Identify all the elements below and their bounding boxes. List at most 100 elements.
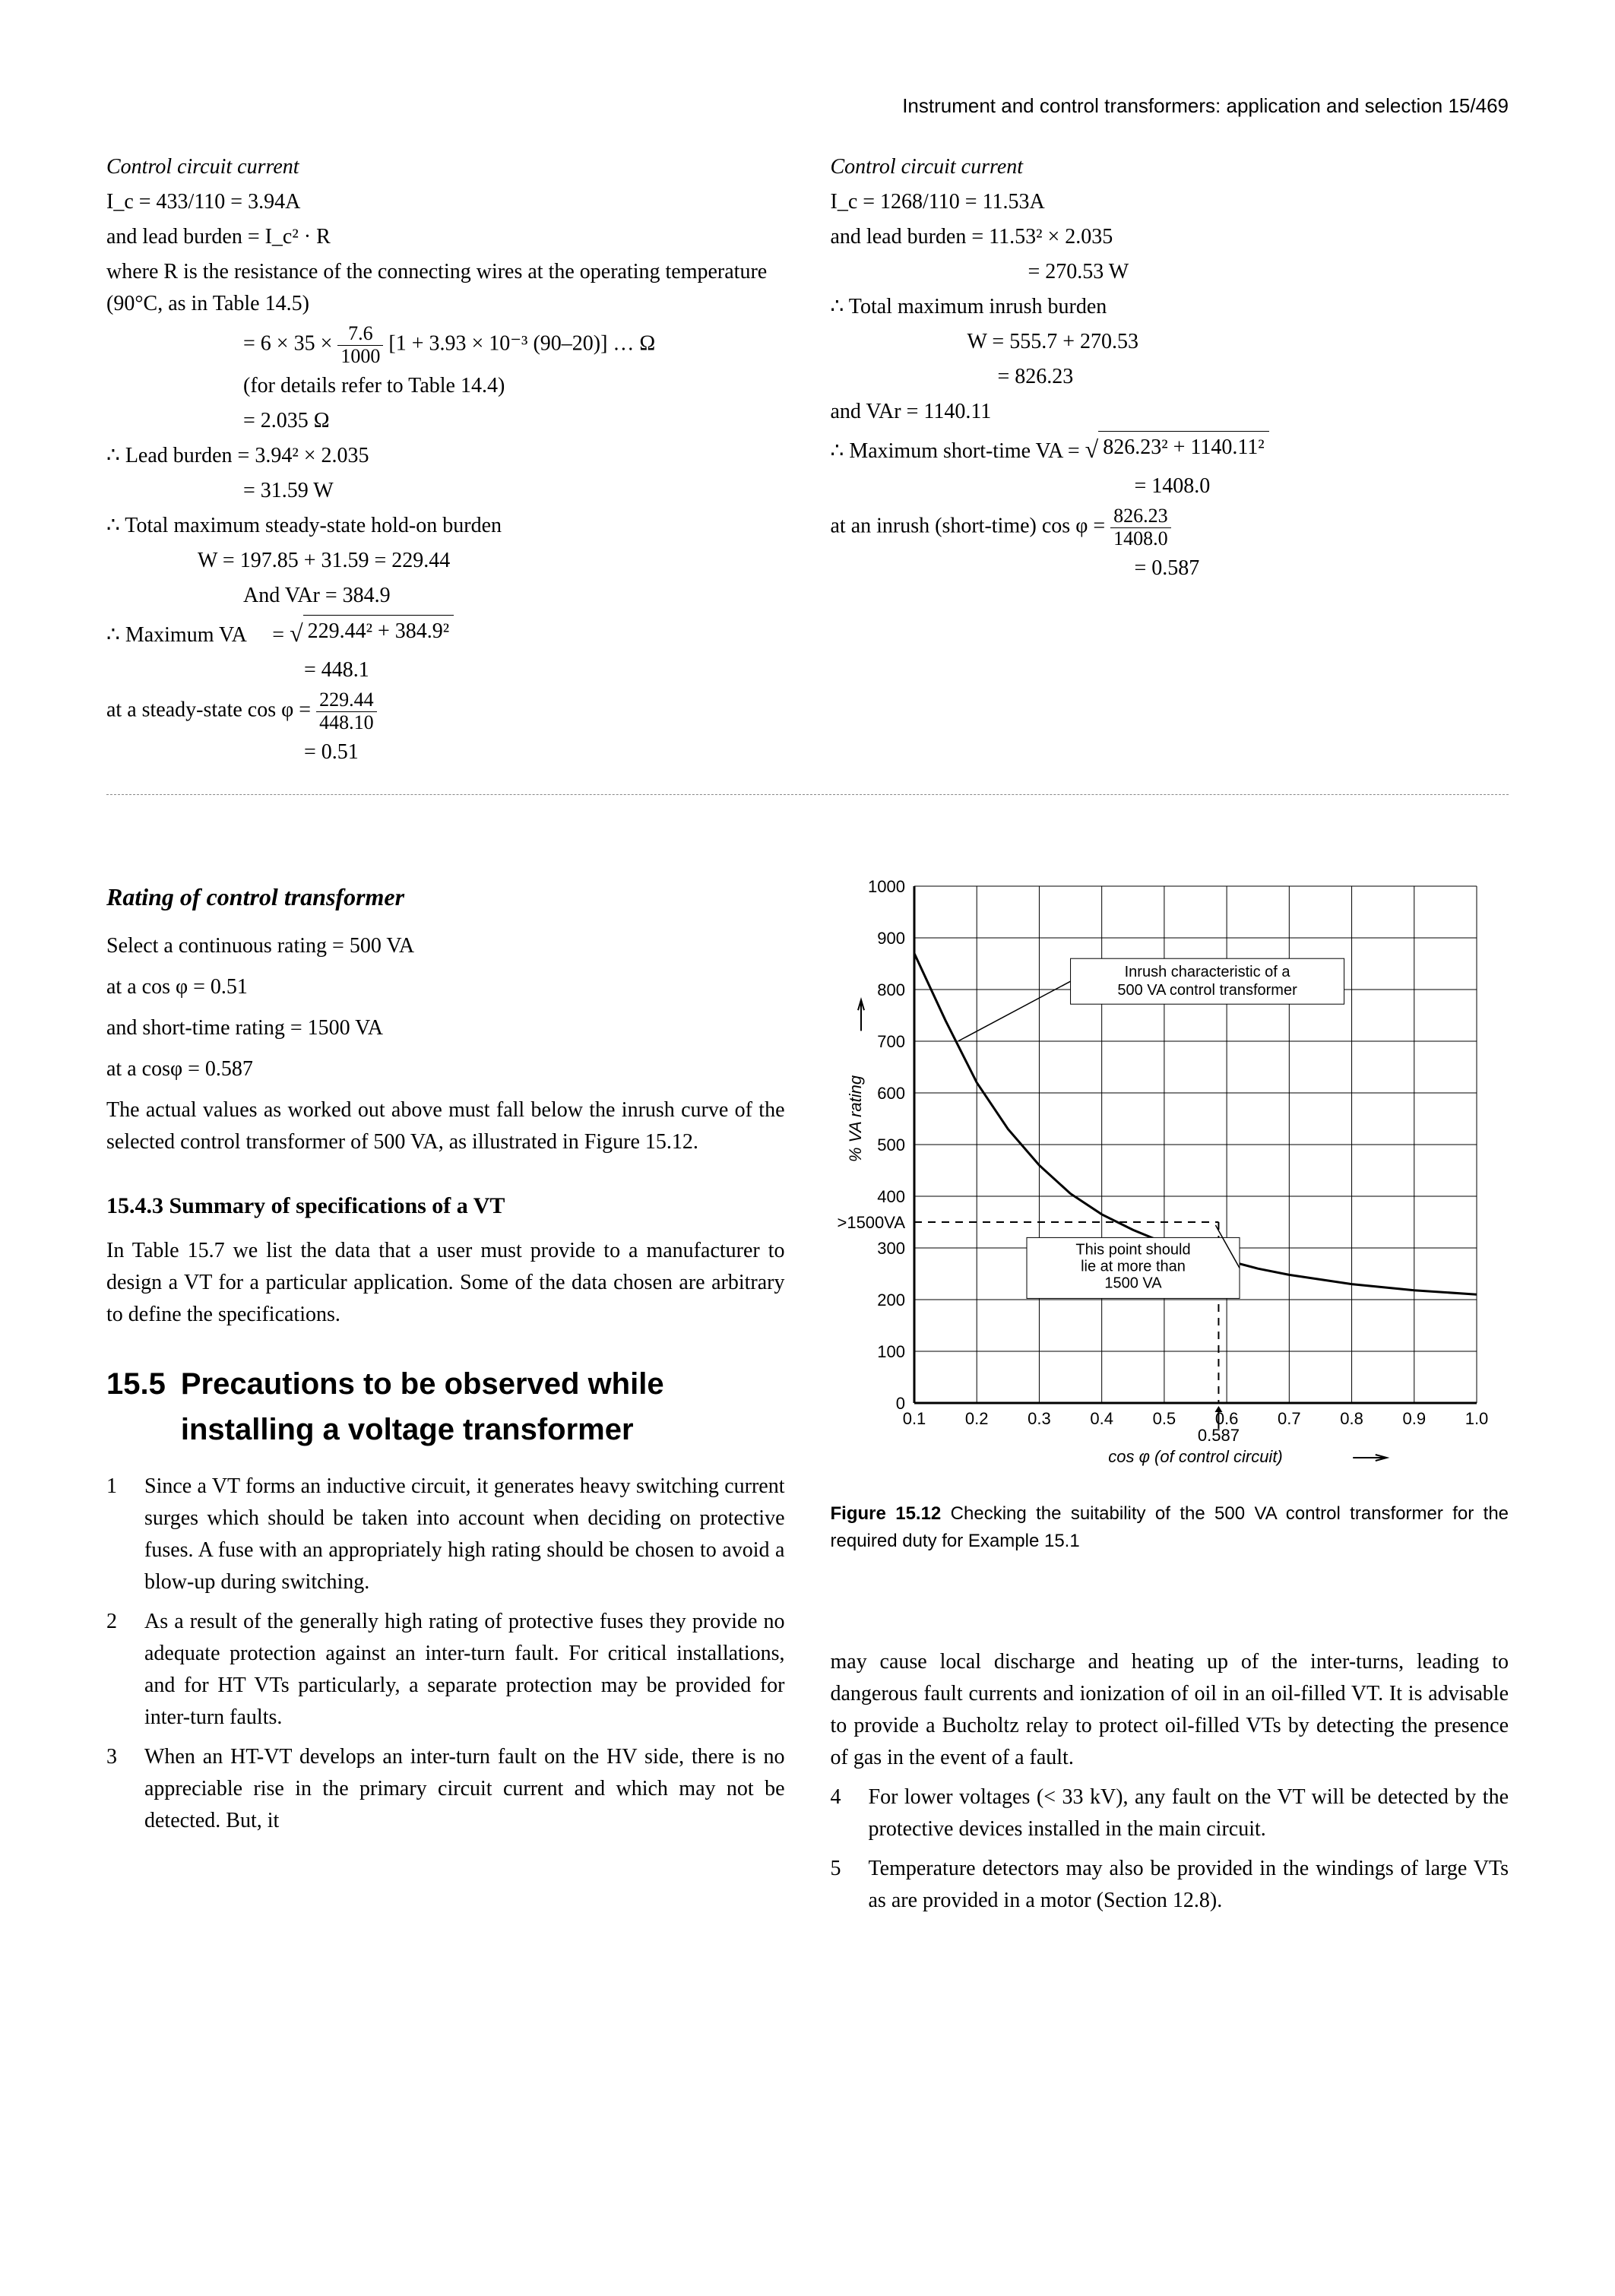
svg-text:1000: 1000 bbox=[868, 877, 905, 896]
calc: = 6 × 35 × 7.6 1000 [1 + 3.93 × 10⁻³ (90… bbox=[106, 323, 785, 367]
precautions-list-left: Since a VT forms an inductive circuit, i… bbox=[106, 1471, 785, 1837]
svg-text:200: 200 bbox=[877, 1291, 905, 1310]
calc: = 0.51 bbox=[106, 736, 785, 768]
svg-text:cos φ (of control circuit): cos φ (of control circuit) bbox=[1108, 1447, 1283, 1466]
svg-text:100: 100 bbox=[877, 1342, 905, 1361]
precaution-item: As a result of the generally high rating… bbox=[106, 1606, 785, 1734]
calc: And VAr = 384.9 bbox=[106, 580, 785, 612]
svg-text:0.4: 0.4 bbox=[1090, 1409, 1113, 1428]
numerator: 229.44 bbox=[316, 689, 377, 712]
calc: I_c = 433/110 = 3.94A bbox=[106, 186, 785, 218]
calc: ∴ Total maximum steady-state hold-on bur… bbox=[106, 510, 785, 542]
calc-columns: Control circuit current I_c = 433/110 = … bbox=[106, 151, 1509, 771]
inrush-chart: 010020030040050060070080090010000.10.20.… bbox=[831, 863, 1499, 1487]
svg-text:Inrush characteristic of a: Inrush characteristic of a bbox=[1124, 964, 1290, 981]
fraction: 7.6 1000 bbox=[337, 323, 383, 367]
numerator: 826.23 bbox=[1110, 505, 1171, 528]
section-title: Precautions to be observed while install… bbox=[181, 1361, 785, 1452]
precautions-head: 15.5 Precautions to be observed while in… bbox=[106, 1361, 785, 1452]
svg-text:400: 400 bbox=[877, 1187, 905, 1206]
summary-head: 15.4.3 Summary of specifications of a VT bbox=[106, 1189, 785, 1223]
calc: ∴ Lead burden = 3.94² × 2.035 bbox=[106, 440, 785, 472]
calc-part: ∴ Maximum VA bbox=[106, 623, 245, 647]
calc: = 826.23 bbox=[831, 361, 1509, 393]
svg-text:600: 600 bbox=[877, 1084, 905, 1103]
calc: ∴ Maximum VA = √ 229.44² + 384.9² bbox=[106, 615, 785, 651]
calc: and lead burden = 11.53² × 2.035 bbox=[831, 221, 1509, 253]
svg-text:500: 500 bbox=[877, 1135, 905, 1154]
svg-text:500 VA control transformer: 500 VA control transformer bbox=[1117, 983, 1297, 999]
calc: ∴ Maximum short-time VA = √ 826.23² + 11… bbox=[831, 431, 1509, 467]
figure-area: 010020030040050060070080090010000.10.20.… bbox=[831, 863, 1509, 1555]
precaution-item: When an HT-VT develops an inter-turn fau… bbox=[106, 1741, 785, 1837]
numerator: 7.6 bbox=[337, 323, 383, 346]
left-body-column: Rating of control transformer Select a c… bbox=[106, 818, 785, 1924]
calc: I_c = 1268/110 = 11.53A bbox=[831, 186, 1509, 218]
svg-text:This point should: This point should bbox=[1075, 1242, 1190, 1259]
svg-text:0.7: 0.7 bbox=[1278, 1409, 1301, 1428]
calc: = 1408.0 bbox=[831, 470, 1509, 502]
calc: W = 555.7 + 270.53 bbox=[831, 326, 1509, 358]
calc-part: = 6 × 35 × bbox=[243, 332, 332, 356]
summary-para: In Table 15.7 we list the data that a us… bbox=[106, 1235, 785, 1331]
svg-text:lie at more than: lie at more than bbox=[1081, 1259, 1186, 1275]
svg-text:1.0: 1.0 bbox=[1465, 1409, 1488, 1428]
svg-text:>1500VA: >1500VA bbox=[837, 1213, 905, 1232]
right-head: Control circuit current bbox=[831, 151, 1509, 183]
svg-text:0.8: 0.8 bbox=[1340, 1409, 1363, 1428]
sqrt-body: 826.23² + 1140.11² bbox=[1098, 431, 1269, 464]
precaution-continuation: may cause local discharge and heating up… bbox=[831, 1646, 1509, 1774]
sqrt: √ 229.44² + 384.9² bbox=[290, 615, 454, 651]
figure-caption: Figure 15.12 Checking the suitability of… bbox=[831, 1500, 1509, 1555]
calc: and lead burden = I_c² · R bbox=[106, 221, 785, 253]
calc: W = 197.85 + 31.59 = 229.44 bbox=[106, 545, 785, 577]
svg-text:900: 900 bbox=[877, 929, 905, 948]
rating-line: at a cosφ = 0.587 bbox=[106, 1053, 785, 1085]
rating-line: Select a continuous rating = 500 VA bbox=[106, 930, 785, 962]
body-columns: Rating of control transformer Select a c… bbox=[106, 818, 1509, 1924]
sqrt-symbol: √ bbox=[1085, 431, 1099, 467]
svg-text:% VA rating: % VA rating bbox=[846, 1075, 865, 1163]
calc: = 270.53 W bbox=[831, 256, 1509, 288]
svg-text:0.9: 0.9 bbox=[1402, 1409, 1426, 1428]
precaution-item: Since a VT forms an inductive circuit, i… bbox=[106, 1471, 785, 1598]
figure-number: Figure 15.12 bbox=[831, 1503, 942, 1524]
calc: = 2.035 Ω bbox=[106, 405, 785, 437]
precaution-item: For lower voltages (< 33 kV), any fault … bbox=[831, 1781, 1509, 1845]
calc: at an inrush (short-time) cos φ = 826.23… bbox=[831, 505, 1509, 549]
rating-line: and short-time rating = 1500 VA bbox=[106, 1012, 785, 1044]
left-calc-column: Control circuit current I_c = 433/110 = … bbox=[106, 151, 785, 771]
calc: where R is the resistance of the connect… bbox=[106, 256, 785, 320]
rating-para: The actual values as worked out above mu… bbox=[106, 1094, 785, 1158]
svg-text:300: 300 bbox=[877, 1239, 905, 1258]
fraction: 229.44 448.10 bbox=[316, 689, 377, 733]
svg-text:0.5: 0.5 bbox=[1152, 1409, 1176, 1428]
denominator: 1000 bbox=[337, 346, 383, 368]
denominator: 1408.0 bbox=[1110, 528, 1171, 550]
sqrt-symbol: √ bbox=[290, 615, 303, 651]
calc: = 448.1 bbox=[106, 654, 785, 686]
calc: (for details refer to Table 14.4) bbox=[106, 370, 785, 402]
calc: = 0.587 bbox=[831, 553, 1509, 584]
svg-text:800: 800 bbox=[877, 980, 905, 999]
svg-text:0.2: 0.2 bbox=[964, 1409, 988, 1428]
calc: and VAr = 1140.11 bbox=[831, 396, 1509, 428]
rating-head: Rating of control transformer bbox=[106, 879, 785, 915]
section-number: 15.5 bbox=[106, 1361, 166, 1452]
denominator: 448.10 bbox=[316, 712, 377, 734]
calc-part: ∴ Maximum short-time VA = bbox=[831, 439, 1080, 463]
calc: ∴ Total maximum inrush burden bbox=[831, 291, 1509, 323]
svg-text:1500 VA: 1500 VA bbox=[1104, 1275, 1162, 1292]
sqrt-body: 229.44² + 384.9² bbox=[303, 615, 454, 648]
right-body-column: 010020030040050060070080090010000.10.20.… bbox=[831, 818, 1509, 1924]
calc: = 31.59 W bbox=[106, 475, 785, 507]
right-calc-column: Control circuit current I_c = 1268/110 =… bbox=[831, 151, 1509, 771]
rating-line: at a cos φ = 0.51 bbox=[106, 971, 785, 1003]
calc-part: at a steady-state cos φ = bbox=[106, 698, 311, 722]
svg-text:0.1: 0.1 bbox=[902, 1409, 926, 1428]
fraction: 826.23 1408.0 bbox=[1110, 505, 1171, 549]
page-header: Instrument and control transformers: app… bbox=[106, 91, 1509, 121]
svg-text:700: 700 bbox=[877, 1032, 905, 1051]
precautions-list-right: For lower voltages (< 33 kV), any fault … bbox=[831, 1781, 1509, 1917]
left-head: Control circuit current bbox=[106, 151, 785, 183]
